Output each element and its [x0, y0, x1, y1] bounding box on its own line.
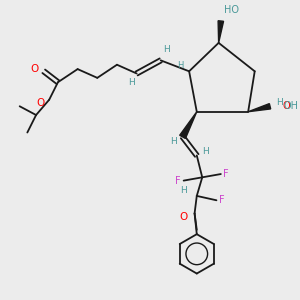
Text: H: H [202, 147, 209, 156]
Text: H: H [163, 45, 169, 54]
Text: OH: OH [283, 101, 298, 111]
Text: H: H [170, 137, 177, 146]
Text: F: F [219, 195, 225, 205]
Text: H: H [180, 186, 187, 195]
Polygon shape [180, 112, 197, 139]
Polygon shape [248, 103, 271, 112]
Text: HO: HO [224, 5, 239, 15]
Text: H: H [177, 61, 184, 70]
Text: O: O [36, 98, 45, 108]
Text: O: O [31, 64, 39, 74]
Text: H: H [277, 98, 283, 107]
Text: O: O [283, 101, 290, 111]
Text: O: O [179, 212, 188, 222]
Polygon shape [218, 21, 224, 43]
Text: F: F [224, 169, 229, 179]
Text: H: H [128, 78, 135, 87]
Text: F: F [176, 176, 181, 186]
